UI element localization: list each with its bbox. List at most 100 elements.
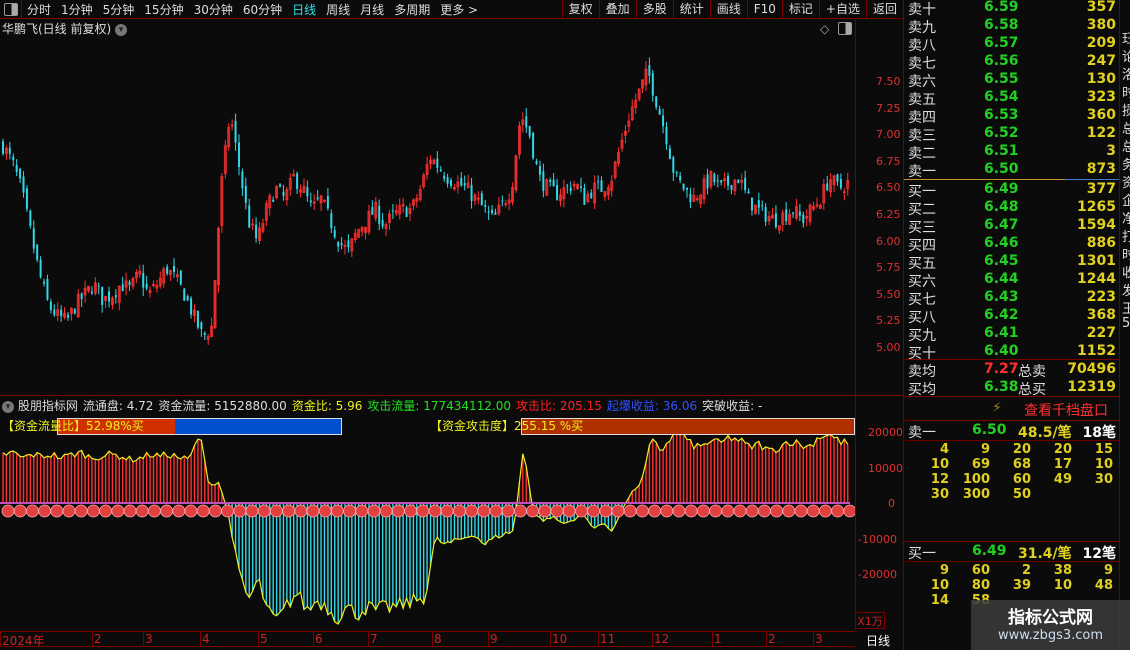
book-row[interactable]: 卖三 6.52 122: [908, 125, 1118, 144]
book-row[interactable]: 买四 6.46 886: [908, 235, 1118, 254]
candle-body: [176, 274, 179, 278]
signal-dot: [160, 504, 174, 518]
toolbar-button[interactable]: 统计: [672, 0, 710, 19]
price-tick: 7.00: [876, 128, 901, 142]
candle-body: [788, 213, 791, 225]
period-tab[interactable]: 5分钟: [102, 2, 135, 17]
candle-body: [49, 301, 52, 310]
level-label: 买十: [908, 346, 936, 362]
flow-tick: -10000: [858, 532, 897, 546]
attack-degree-bar: [521, 418, 855, 435]
indicator-value: 资金流量: 5152880.00: [158, 399, 287, 413]
candle-body: [408, 208, 412, 215]
order-size: 48: [1094, 578, 1113, 593]
book-row[interactable]: 买一 6.49 377: [908, 181, 1118, 200]
book-row[interactable]: 卖六 6.55 130: [908, 71, 1118, 90]
candle-body: [255, 224, 258, 239]
period-label[interactable]: 日线: [866, 634, 891, 648]
indicator-name[interactable]: 股朋指标网: [17, 399, 78, 413]
period-tab[interactable]: 分时: [27, 2, 52, 17]
candle-body: [108, 291, 111, 302]
candle-body: [491, 209, 494, 214]
book-row[interactable]: 买十 6.40 1152: [908, 343, 1118, 362]
period-tab[interactable]: 15分钟: [144, 2, 184, 17]
toolbar-button[interactable]: 多股: [635, 0, 673, 19]
chart-canvas[interactable]: [0, 19, 855, 631]
toolbar-button[interactable]: 画线: [709, 0, 747, 19]
period-tab[interactable]: 日线: [292, 2, 317, 17]
toolbar-button[interactable]: 标记: [781, 0, 819, 19]
price-axis: 7.50 7.25 7.00 6.75 6.50 6.25 6.00 5.75 5.50 5.25…: [855, 19, 903, 631]
candle-body: [740, 180, 744, 183]
strip-char: 时: [1122, 248, 1130, 263]
candle-body: [275, 186, 279, 198]
diamond-icon[interactable]: ◇: [820, 22, 830, 36]
period-tab[interactable]: 30分钟: [193, 2, 233, 17]
book-row[interactable]: 卖八 6.57 209: [908, 35, 1118, 54]
chevron-down-icon[interactable]: ▾: [115, 23, 128, 36]
book-row[interactable]: 卖四 6.53 360: [908, 107, 1118, 126]
book-row[interactable]: 买九 6.41 227: [908, 325, 1118, 344]
candle-body: [56, 309, 60, 316]
book-row[interactable]: 买三 6.47 1594: [908, 217, 1118, 236]
candle-body: [583, 187, 586, 205]
toolbar-button[interactable]: 返回: [865, 0, 903, 19]
total-volume: 12319: [1067, 379, 1116, 395]
summary-label: 卖均: [908, 364, 936, 380]
candle-body: [764, 207, 767, 222]
candle-body: [353, 232, 357, 240]
period-tab[interactable]: 多周期: [394, 2, 431, 17]
candle-body: [476, 197, 480, 200]
book-row[interactable]: 卖七 6.56 247: [908, 53, 1118, 72]
period-tab[interactable]: 1分钟: [61, 2, 93, 17]
signal-dot: [489, 504, 503, 518]
level-volume: 1244: [1077, 271, 1116, 287]
candle-body: [5, 147, 8, 154]
level-label: 卖八: [908, 38, 936, 54]
book-row[interactable]: 买七 6.43 223: [908, 289, 1118, 308]
candle-body: [572, 183, 576, 187]
period-tab[interactable]: 60分钟: [242, 2, 283, 17]
period-tab[interactable]: 月线: [360, 2, 385, 17]
candle-body: [200, 322, 203, 330]
chevron-down-icon[interactable]: ▾: [2, 400, 14, 413]
candle-body: [463, 183, 466, 186]
time-tick: 2: [766, 632, 776, 647]
book-row[interactable]: 买六 6.44 1244: [908, 271, 1118, 290]
book-row[interactable]: 卖一 6.50 873: [908, 161, 1118, 180]
candle-body: [586, 193, 590, 202]
book-row[interactable]: 买八 6.42 368: [908, 307, 1118, 326]
toolbar-button[interactable]: +自选: [818, 0, 866, 19]
candle-body: [744, 177, 747, 191]
toolbar-button[interactable]: 叠加: [598, 0, 636, 19]
level-price: 6.49: [972, 543, 1007, 559]
book-row[interactable]: 卖十 6.59 357: [908, 0, 1118, 18]
order-size: 39: [1012, 578, 1031, 593]
candle-body: [391, 210, 394, 212]
candle-body: [272, 199, 275, 202]
panel-toggle-icon[interactable]: [0, 0, 22, 19]
panel-toggle-icon[interactable]: [838, 22, 852, 38]
signal-dot: [660, 504, 674, 518]
candle-body: [559, 194, 562, 202]
book-row[interactable]: 买五 6.45 1301: [908, 253, 1118, 272]
order-size: 49: [1053, 472, 1072, 487]
candle-body: [818, 204, 822, 209]
candle-body: [213, 280, 217, 329]
period-tab[interactable]: 更多 >: [440, 2, 479, 17]
candle-body: [66, 314, 69, 318]
toolbar-button[interactable]: 复权: [561, 0, 599, 19]
book-row[interactable]: 卖二 6.51 3: [908, 143, 1118, 162]
depth-link[interactable]: 查看千档盘口: [1024, 403, 1108, 419]
period-tab[interactable]: 周线: [326, 2, 351, 17]
level-price: 6.51: [984, 143, 1019, 159]
order-size: 15: [1094, 442, 1113, 457]
chart-title: 华鹏飞(日线 前复权) ▾: [2, 20, 128, 37]
toolbar-button[interactable]: F10: [746, 0, 782, 19]
candle-body: [128, 281, 131, 285]
book-row[interactable]: 买二 6.48 1265: [908, 199, 1118, 218]
level-volume: 377: [1086, 181, 1116, 197]
candle-body: [757, 200, 760, 208]
book-row[interactable]: 卖九 6.58 380: [908, 17, 1118, 36]
book-row[interactable]: 卖五 6.54 323: [908, 89, 1118, 108]
